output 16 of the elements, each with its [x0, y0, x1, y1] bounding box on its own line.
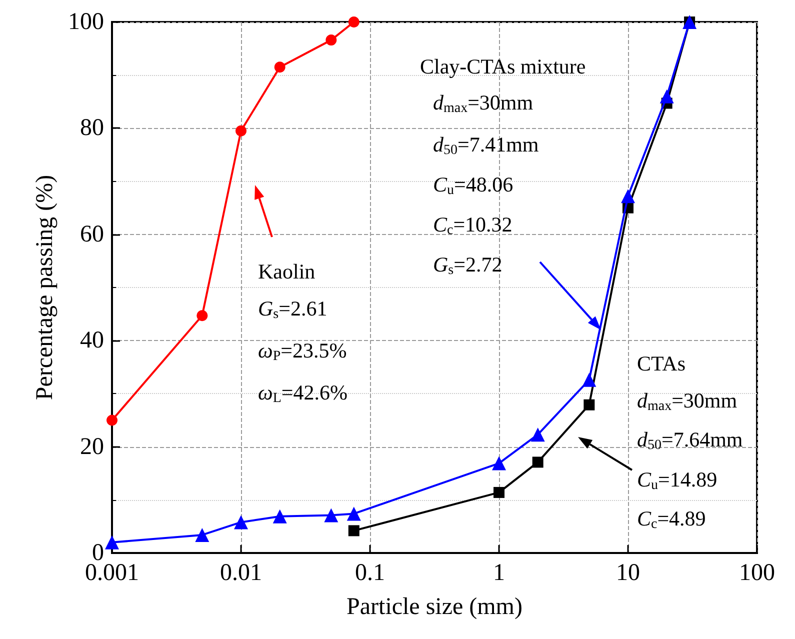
annotation: CTAs [637, 352, 686, 376]
y-tick-label: 80 [80, 115, 104, 142]
x-tick-label: 0.1 [355, 560, 385, 586]
y-tick-label: 20 [80, 434, 104, 460]
x-tick-label: 10 [616, 560, 640, 586]
y-tick-label: 60 [80, 221, 104, 248]
y-tick-label: 40 [80, 328, 104, 354]
y-tick-label: 100 [68, 9, 104, 35]
x-tick-label: 100 [739, 560, 775, 586]
annotation: Kaolin [258, 260, 316, 284]
y-axis-title: Percentage passing (%) [32, 174, 58, 400]
x-tick-label: 1 [493, 560, 505, 586]
annotation: Clay-CTAs mixture [420, 54, 586, 78]
x-tick-label: 0.001 [85, 560, 139, 586]
x-axis-title: Particle size (mm) [346, 594, 522, 620]
x-tick-label: 0.01 [220, 560, 262, 586]
